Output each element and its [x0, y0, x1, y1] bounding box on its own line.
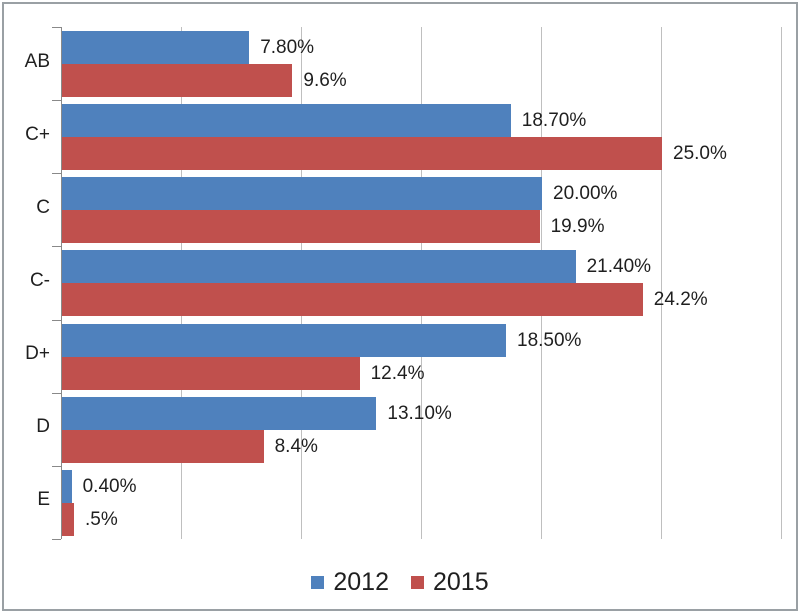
category-label-C: C: [36, 196, 50, 218]
axis-tick: [52, 320, 61, 321]
data-label-2012-E: 0.40%: [82, 475, 137, 497]
bar-2015-D+: [62, 356, 360, 390]
legend-label-2015: 2015: [433, 567, 489, 596]
data-label-2012-D+: 18.50%: [517, 329, 582, 351]
category-axis-line: [61, 27, 62, 539]
legend-label-2012: 2012: [333, 567, 389, 596]
axis-tick: [52, 246, 61, 247]
gridline-25pct: [661, 27, 662, 539]
axis-tick: [52, 27, 61, 28]
gridline-30pct: [781, 27, 782, 539]
legend-swatch-2012: [311, 575, 325, 589]
category-label-E: E: [37, 489, 50, 511]
data-label-2012-C+: 18.70%: [521, 110, 587, 132]
data-label-2012-AB: 7.80%: [260, 37, 315, 58]
bar-2012-C+: [62, 104, 511, 138]
bar-2012-AB: [62, 31, 250, 64]
bar-2015-C+: [62, 137, 662, 171]
axis-tick: [52, 100, 61, 101]
axis-tick: [52, 466, 61, 467]
data-label-2015-D: 8.4%: [274, 435, 318, 457]
axis-tick: [52, 393, 61, 394]
data-label-2012-C: 20.00%: [553, 183, 618, 205]
data-label-2015-C-: 24.2%: [653, 289, 708, 311]
category-label-D+: D+: [25, 343, 50, 365]
category-label-AB: AB: [24, 50, 50, 72]
category-label-C+: C+: [25, 123, 50, 145]
axis-tick: [52, 173, 61, 174]
data-label-2015-D+: 12.4%: [370, 362, 425, 384]
data-label-2015-AB: 9.6%: [303, 70, 347, 91]
bar-2012-C: [62, 177, 542, 211]
plot-area: 7.80% 9.6% 18.70% 25.0% 20.00% 19.9% 21.40% 24.…: [52, 27, 782, 540]
bar-2015-E: [62, 502, 74, 536]
axis-tick: [52, 539, 61, 540]
category-label-C-: C-: [29, 269, 50, 291]
legend-item-2015: 2015: [411, 568, 489, 597]
legend: 2012 2015: [4, 565, 796, 599]
bar-2015-AB: [62, 64, 293, 97]
bar-2015-D: [62, 429, 264, 463]
legend-swatch-2015: [411, 575, 424, 589]
bar-2012-C-: [62, 250, 576, 284]
data-label-2015-E: .5%: [85, 508, 118, 530]
bar-2015-C: [62, 210, 540, 244]
data-label-2015-C: 19.9%: [550, 216, 605, 238]
data-label-2012-D: 13.10%: [387, 402, 452, 424]
legend-item-2012: 2012: [311, 568, 389, 597]
category-label-D: D: [36, 416, 50, 438]
bar-2012-D+: [62, 323, 506, 357]
bar-2015-C-: [62, 283, 643, 317]
data-label-2012-C-: 21.40%: [586, 256, 652, 278]
data-label-2015-C+: 25.0%: [673, 143, 727, 165]
bar-2012-E: [62, 469, 72, 503]
bar-2012-D: [62, 396, 377, 430]
